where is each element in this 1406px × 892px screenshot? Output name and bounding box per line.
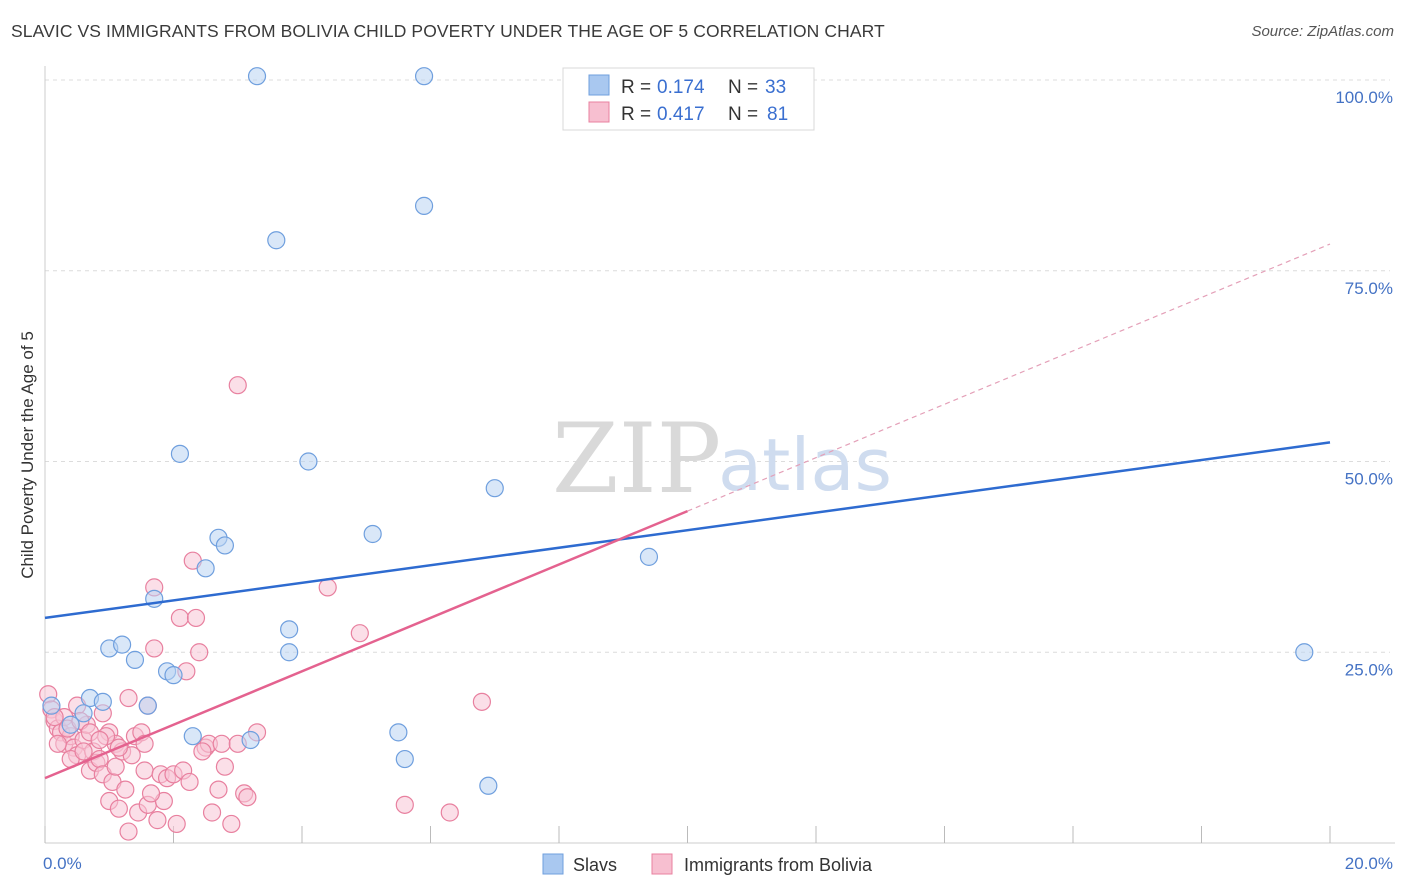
watermark-atlas: atlas [718, 423, 892, 507]
x-tick-label: 20.0% [1345, 854, 1393, 873]
point-slavs [395, 749, 414, 769]
point-slavs [479, 776, 498, 795]
y-tick-label: 75.0% [1345, 279, 1393, 298]
data-points [39, 67, 1314, 841]
series-legend-swatch-slavs [542, 853, 564, 875]
trend-line-bolivia-extension [687, 243, 1331, 512]
series-legend-label-slavs: Slavs [573, 855, 617, 875]
gridlines [45, 79, 1390, 653]
point-bolivia [74, 742, 93, 761]
point-slavs [125, 650, 145, 669]
legend-n-label-slavs: N = [728, 77, 758, 98]
point-slavs [267, 231, 286, 250]
point-bolivia [190, 643, 209, 662]
point-slavs [485, 479, 504, 498]
point-bolivia [395, 795, 414, 814]
point-slavs [389, 723, 408, 742]
legend-r-label-slavs: R = [621, 77, 651, 98]
point-bolivia [167, 814, 186, 834]
point-bolivia [222, 814, 241, 834]
source-credit: Source: ZipAtlas.com [1251, 23, 1394, 40]
point-slavs [42, 696, 61, 715]
legend-r-value-bolivia: 0.417 [657, 104, 705, 125]
legend-r-label-bolivia: R = [621, 104, 651, 125]
point-bolivia [186, 608, 206, 628]
point-bolivia [170, 608, 190, 628]
point-bolivia [202, 803, 222, 822]
point-slavs [183, 727, 202, 746]
point-bolivia [119, 688, 138, 708]
point-bolivia [238, 788, 257, 807]
chart-title: SLAVIC VS IMMIGRANTS FROM BOLIVIA CHILD … [11, 21, 885, 41]
y-tick-label: 100.0% [1335, 88, 1393, 107]
watermark: ZIP atlas [552, 403, 892, 515]
point-slavs [280, 620, 299, 639]
point-slavs [1295, 643, 1314, 662]
point-slavs [112, 635, 132, 654]
y-tick-label: 50.0% [1345, 470, 1393, 489]
point-bolivia [148, 811, 167, 830]
y-axis-label: Child Poverty Under the Age of 5 [18, 331, 37, 579]
point-slavs [138, 696, 157, 715]
legend-n-label-bolivia: N = [728, 104, 758, 125]
point-slavs [414, 196, 434, 215]
point-bolivia [215, 757, 234, 776]
point-bolivia [350, 624, 369, 643]
series-legend-swatch-bolivia [651, 853, 673, 875]
point-slavs [247, 67, 267, 86]
point-slavs [164, 666, 183, 685]
point-slavs [414, 67, 434, 86]
point-bolivia [106, 757, 125, 776]
trend-line-slavs [44, 441, 1331, 620]
point-bolivia [90, 730, 109, 750]
legend-n-value-slavs: 33 [765, 77, 786, 98]
point-bolivia [119, 822, 138, 841]
point-bolivia [440, 803, 459, 822]
point-slavs [280, 643, 299, 662]
legend-r-value-slavs: 0.174 [657, 77, 705, 98]
stats-legend: R = 0.174 N = 33 R = 0.417 N = 81 [562, 67, 815, 131]
point-slavs [241, 730, 260, 750]
point-bolivia [212, 734, 231, 753]
point-slavs [74, 704, 93, 723]
point-slavs [61, 715, 80, 734]
point-bolivia [116, 780, 135, 799]
point-bolivia [141, 784, 161, 803]
point-bolivia [228, 376, 247, 395]
point-bolivia [209, 780, 228, 799]
point-slavs [639, 547, 659, 566]
point-bolivia [145, 639, 164, 658]
point-bolivia [48, 734, 67, 753]
point-slavs [363, 524, 382, 544]
trend-line-bolivia [44, 509, 688, 780]
y-tick-label: 25.0% [1345, 660, 1393, 679]
legend-swatch-slavs [588, 74, 610, 96]
point-slavs [196, 559, 215, 578]
trend-lines [44, 243, 1331, 780]
point-bolivia [180, 772, 199, 792]
point-bolivia [472, 692, 491, 711]
series-legend-label-bolivia: Immigrants from Bolivia [684, 855, 873, 875]
watermark-zip: ZIP [552, 403, 721, 515]
point-bolivia [318, 578, 337, 597]
point-slavs [215, 536, 234, 555]
point-slavs [170, 444, 190, 463]
point-bolivia [135, 761, 154, 780]
x-tick-label: 0.0% [43, 854, 82, 873]
legend-n-value-bolivia: 81 [767, 104, 788, 125]
point-bolivia [193, 742, 212, 761]
point-slavs [299, 452, 318, 471]
point-slavs [93, 692, 112, 711]
legend-swatch-bolivia [588, 101, 610, 123]
point-bolivia [109, 799, 128, 818]
tick-labels: 100.0% 75.0% 50.0% 25.0% 0.0% 20.0% [43, 88, 1393, 873]
series-legend: Slavs Immigrants from Bolivia [542, 853, 873, 875]
